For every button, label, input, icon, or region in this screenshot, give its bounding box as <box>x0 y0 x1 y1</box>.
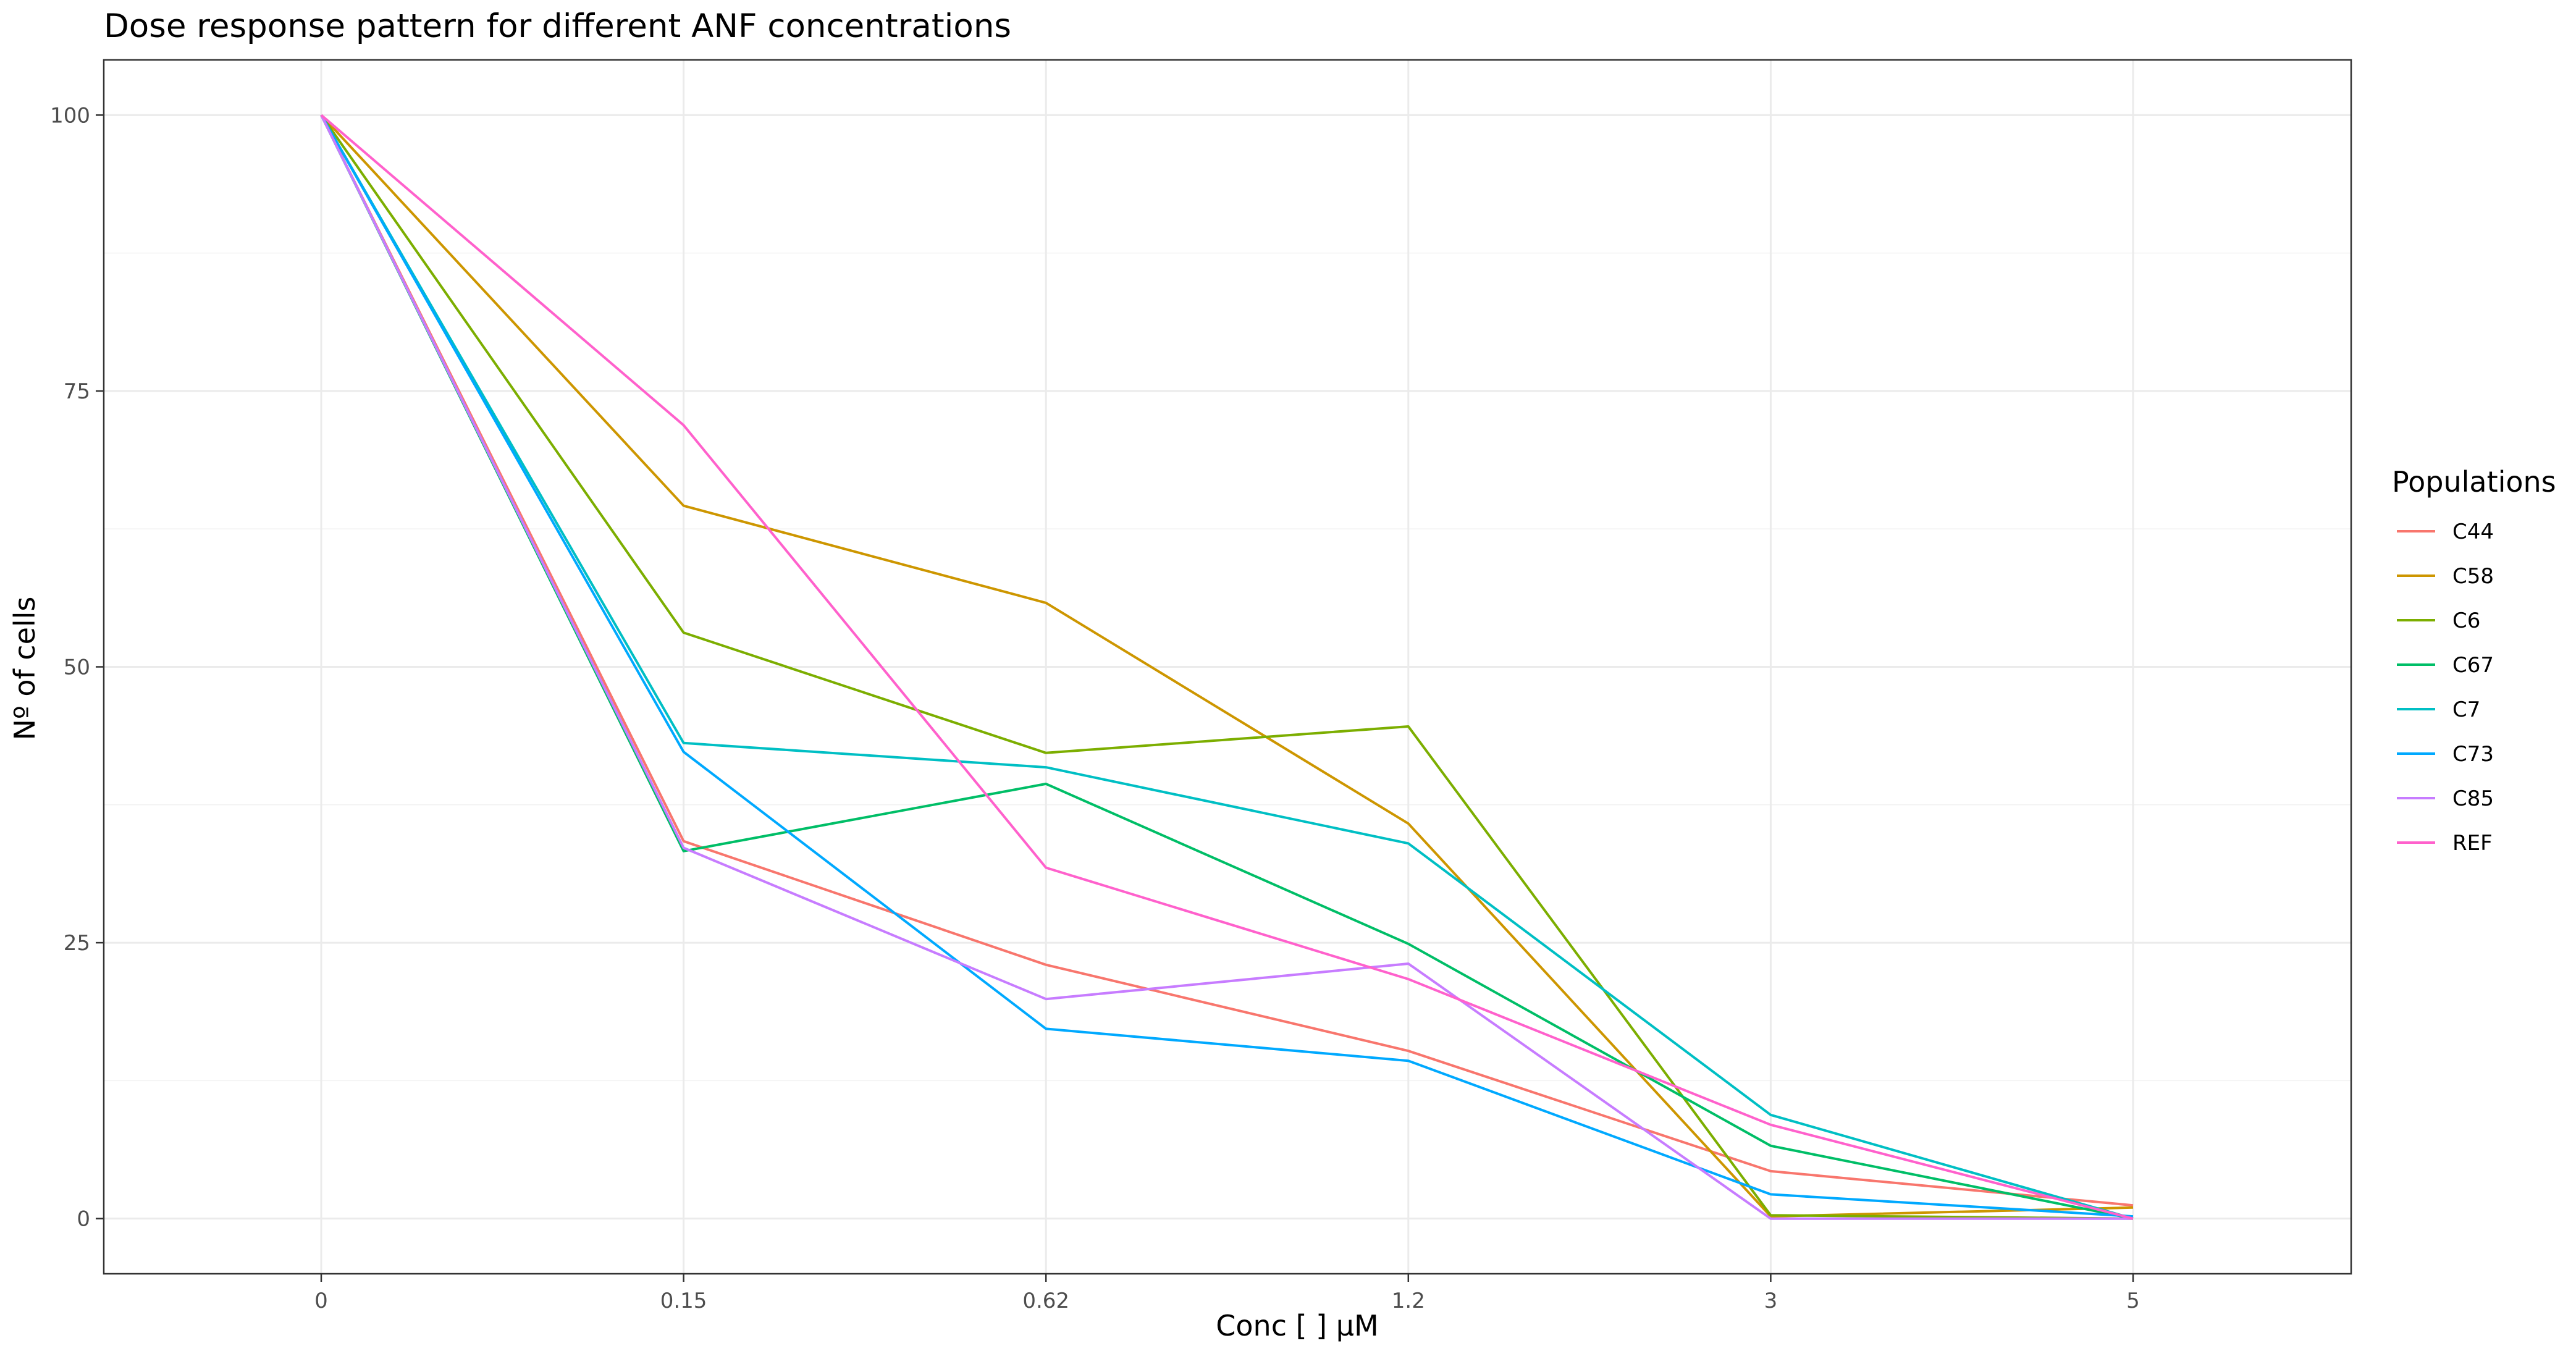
series-lines <box>320 114 2134 1220</box>
series-line-c6 <box>320 114 2134 1220</box>
legend-label-c44: C44 <box>2452 520 2494 544</box>
legend-label-c58: C58 <box>2452 564 2494 589</box>
y-tick-label: 25 <box>64 931 90 956</box>
legend-label-c67: C67 <box>2452 653 2494 678</box>
legend-title: Populations <box>2392 465 2556 499</box>
chart-title: Dose response pattern for different ANF … <box>104 7 1011 45</box>
series-line-c7 <box>320 114 2134 1220</box>
legend-label-c6: C6 <box>2452 608 2480 633</box>
series-line-c73 <box>320 114 2134 1218</box>
y-tick-label: 50 <box>64 655 90 680</box>
series-line-ref <box>320 114 2134 1220</box>
x-tick-label: 0 <box>314 1289 328 1313</box>
legend-label-c73: C73 <box>2452 742 2494 767</box>
series-line-c85 <box>320 114 2133 1220</box>
y-axis-title: Nº of cells <box>8 597 41 741</box>
series-line-c44 <box>320 114 2134 1207</box>
y-tick-label: 100 <box>50 103 90 128</box>
x-tick-label: 1.2 <box>1392 1289 1425 1313</box>
y-tick-label: 0 <box>77 1207 90 1232</box>
x-tick-label: 5 <box>2126 1289 2140 1313</box>
x-axis-title: Conc [ ] μM <box>1216 1309 1378 1342</box>
legend: Populations C44 C58 C6 C67 C7 C73 C85 REF <box>2392 465 2556 856</box>
x-tick-label: 0.15 <box>660 1289 707 1313</box>
axes: 0 25 50 75 100 0 0.15 0.62 1.2 3 5 <box>50 103 2140 1313</box>
x-tick-label: 3 <box>1764 1289 1778 1313</box>
legend-label-c7: C7 <box>2452 697 2480 722</box>
grid-lines <box>104 60 2351 1274</box>
y-tick-label: 75 <box>64 379 90 404</box>
legend-label-ref: REF <box>2452 831 2493 856</box>
legend-label-c85: C85 <box>2452 786 2494 811</box>
x-tick-label: 0.62 <box>1022 1289 1069 1313</box>
